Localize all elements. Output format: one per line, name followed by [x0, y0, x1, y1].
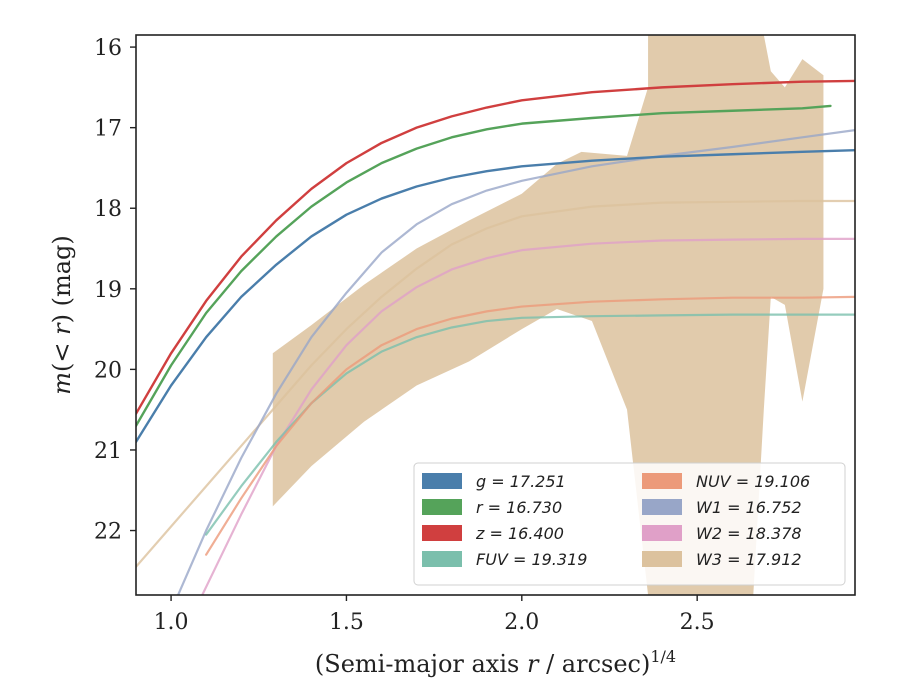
series-line-fuv — [205, 313, 855, 536]
legend-label-w2: W2 = 18.378 — [696, 524, 802, 543]
legend-box — [413, 462, 846, 586]
y-axis-title: m(< r) (mag) — [48, 235, 76, 395]
legend-swatch-g — [422, 473, 462, 489]
x-tick-label: 2.0 — [504, 610, 539, 635]
y-tick-label: 21 — [94, 439, 122, 464]
series-line-z — [136, 79, 855, 415]
legend-swatch-nuv — [642, 473, 682, 489]
series-line-nuv — [205, 295, 855, 556]
y-tick-label: 19 — [94, 278, 122, 303]
legend-label-nuv: NUV = 19.106 — [696, 472, 810, 491]
y-tick-label: 18 — [94, 197, 122, 222]
y-tick-label: 22 — [94, 520, 122, 545]
x-tick-label: 1.0 — [154, 610, 189, 635]
legend-swatch-fuv — [422, 551, 462, 567]
w3-uncertainty-band — [272, 35, 824, 595]
x-axis-title: (Semi-major axis r / arcsec)1/4 — [315, 647, 676, 678]
y-tick-label: 16 — [94, 36, 122, 61]
legend: g = 17.251 r = 16.730 z = 16.400 FUV = 19.3… — [413, 462, 846, 586]
y-tick-label: 20 — [94, 358, 122, 383]
x-tick-label: 2.5 — [680, 610, 715, 635]
series-line-r — [136, 104, 832, 427]
legend-label-w1: W1 = 16.752 — [696, 498, 802, 517]
legend-swatch-w3 — [642, 551, 682, 567]
plot-frame — [135, 34, 856, 596]
y-tick-label: 17 — [94, 117, 122, 142]
series-line-w2 — [201, 237, 855, 595]
series-line-g — [136, 149, 855, 444]
legend-swatch-z — [422, 525, 462, 541]
legend-label-z: z = 16.400 — [475, 524, 564, 543]
legend-swatch-r — [422, 499, 462, 515]
series-line-w1 — [176, 128, 855, 595]
series-line-w3 — [136, 199, 855, 568]
legend-label-r: r = 16.730 — [476, 498, 562, 517]
legend-label-fuv: FUV = 19.319 — [476, 550, 587, 569]
x-tick-label: 1.5 — [329, 610, 364, 635]
legend-swatch-w1 — [642, 499, 682, 515]
legend-label-g: g = 17.251 — [476, 472, 566, 491]
legend-swatch-w2 — [642, 525, 682, 541]
legend-label-w3: W3 = 17.912 — [696, 550, 802, 569]
